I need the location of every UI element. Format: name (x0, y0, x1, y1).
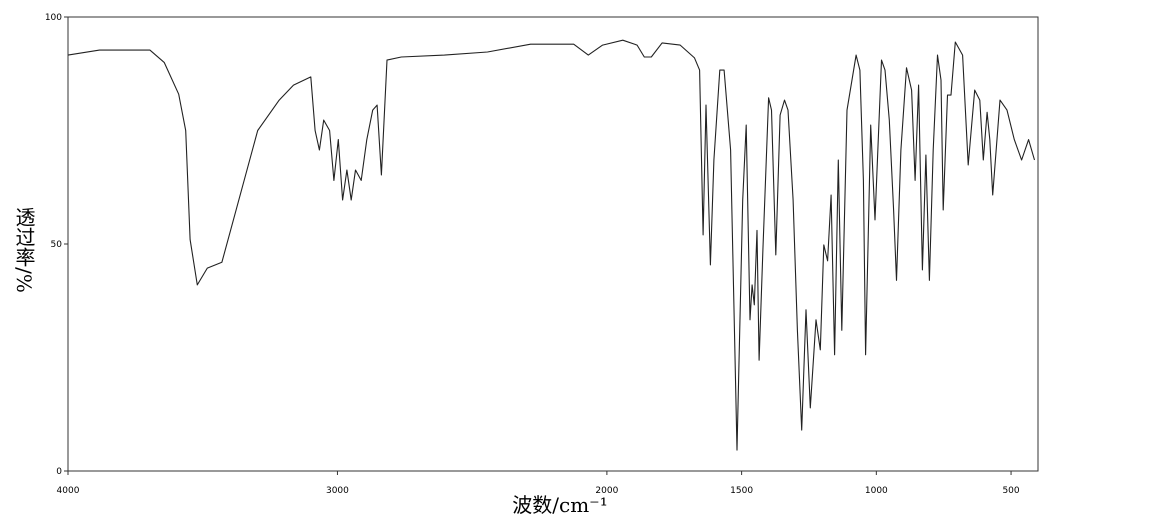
spectrum-line (67, 39, 1036, 451)
plot-frame (67, 16, 1039, 472)
y-tick-label: 0 (56, 467, 62, 477)
x-tick-label: 500 (1002, 486, 1019, 496)
x-tick-label: 2000 (595, 486, 618, 496)
x-tick-label: 3000 (326, 486, 349, 496)
y-axis-label: 透过率/% (12, 207, 36, 293)
x-tick-label: 4000 (57, 486, 80, 496)
x-axis-label: 波数/cm⁻¹ (512, 493, 607, 517)
y-tick-label: 100 (45, 13, 62, 23)
y-tick-label: 50 (51, 240, 63, 250)
x-tick-label: 1500 (730, 486, 753, 496)
x-tick-label: 1000 (865, 486, 888, 496)
